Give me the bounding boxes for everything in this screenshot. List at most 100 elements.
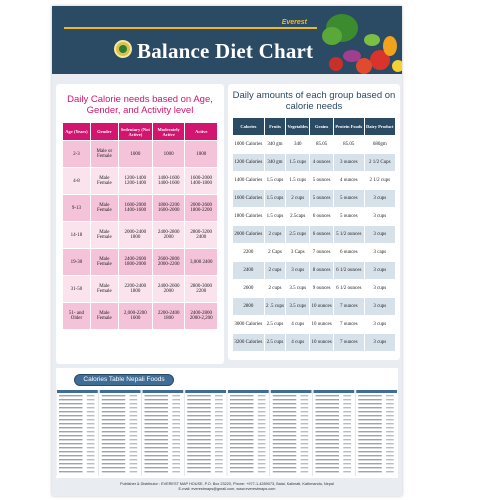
table-row: 31-50 Male Female 2200-2400 1800 2400-26… — [62, 275, 218, 303]
food-groups-table: Calories Fruits Vegetables Grains Protei… — [232, 117, 397, 352]
table-cell: 3 cups — [363, 225, 397, 244]
table-cell: 2400-2600 1800-2000 — [117, 248, 153, 276]
table-cell: 2 .5 cups — [263, 297, 287, 316]
column-header: Dairy Product — [363, 117, 397, 136]
table-cell: 4 ounces — [309, 153, 334, 172]
column-header: Active — [184, 122, 218, 141]
table-cell: 2400-2800 2000-2,200 — [184, 302, 218, 330]
table-cell: 2400 — [232, 261, 265, 280]
table-cell: 3 cups — [363, 189, 397, 208]
table-cell: 2.5 cups — [285, 225, 311, 244]
table-row: 1800 Calories 1.5 cups 2.5caps 6 ounces 5 ou… — [232, 207, 397, 226]
column-header: Fruits — [263, 117, 287, 136]
table-cell: 85.05 — [309, 135, 334, 154]
table-cell: 1800-2200 1600-2000 — [151, 194, 186, 222]
table-row: 2-3 Male or Female 1000 1000 1000 — [62, 140, 218, 168]
table-row: 1600 Calories 1.5 cups 2 cups 5 ounces 5 oun… — [232, 189, 397, 208]
calorie-needs-panel: Daily Calorie needs based on Age, Gender… — [56, 84, 224, 364]
food-groups-title: Daily amounts of each group based on cal… — [232, 90, 396, 112]
table-cell: 1.5 cups — [285, 171, 311, 190]
table-cell: 4 cups — [285, 333, 311, 352]
table-cell: 1000 Calories — [232, 135, 265, 154]
table-cell: 2400-2800 2000 — [151, 221, 186, 249]
table-row: 2200 2 Caps 3 Caps 7 ounces 6 ounces 3 caps — [232, 243, 397, 262]
table-cell: 6 1/2 ounces — [332, 279, 365, 298]
table-cell: 3 cups — [363, 207, 397, 226]
table-cell: 1.5 cups — [285, 153, 311, 172]
table-cell: 2 cups — [263, 225, 287, 244]
table-cell: Male Female — [89, 275, 119, 303]
table-cell: 2 Caps — [263, 243, 287, 262]
table-cell: 1.5 cups — [263, 207, 287, 226]
calories-table-section: Calories Table Nepali Foods — [56, 368, 398, 478]
table-cell: Male Female — [89, 194, 119, 222]
table-row: 2400 2 cups 3 cups 8 ounces 6 1/2 ounces 3 cu… — [232, 261, 397, 280]
header-divider — [64, 27, 317, 29]
table-cell: 2200-2400 1800 — [117, 275, 153, 303]
table-cell: 1600 Calories — [232, 189, 265, 208]
table-row: 3200 Calories 2.5 cups 4 cups 10 ounces 7 ou… — [232, 333, 397, 352]
table-header-row: Age (Years) Gender Sedentary (Not Active… — [62, 122, 218, 141]
table-cell: 1000 — [151, 140, 186, 168]
table-cell: 7 ounces — [332, 315, 365, 334]
table-cell: 3 cups — [363, 333, 397, 352]
calorie-needs-table: Age (Years) Gender Sedentary (Not Active… — [62, 122, 218, 330]
table-cell: 7 ounces — [309, 243, 334, 262]
table-row: 19-30 Male Female 2400-2600 1800-2000 26… — [62, 248, 218, 276]
table-cell: 1600-2000 1400-1600 — [117, 194, 153, 222]
table-cell: 2-3 — [62, 140, 91, 168]
table-cell: 5 ounces — [309, 171, 334, 190]
table-cell: 5 1/2 ounces — [332, 225, 365, 244]
calories-table-grid-icon — [56, 390, 397, 476]
table-cell: 2600-2800 2000-2200 — [151, 248, 186, 276]
table-cell: Male Female — [89, 302, 119, 330]
table-cell: 340 gm — [263, 135, 287, 154]
table-cell: 2000 Calories — [232, 225, 265, 244]
poster-title: Balance Diet Chart — [137, 39, 314, 63]
column-header: Moderately Active — [151, 122, 186, 141]
table-cell: 3 cups — [285, 261, 311, 280]
table-cell: 2 cups — [263, 279, 287, 298]
table-cell: 10 ounces — [309, 315, 334, 334]
table-cell: 2200-2400 1800 — [151, 302, 186, 330]
table-cell: 6 1/2 ounces — [332, 261, 365, 280]
table-cell: 2400-2600 2000 — [151, 275, 186, 303]
table-cell: 7 ounces — [332, 297, 365, 316]
calorie-needs-title: Daily Calorie needs based on Age, Gender… — [67, 94, 213, 116]
table-cell: 1400 Calories — [232, 171, 265, 190]
table-cell: 1800 Calories — [232, 207, 265, 226]
column-header: Grains — [309, 117, 334, 136]
table-cell: 85.05 — [332, 135, 365, 154]
table-cell: 10 ounces — [309, 333, 334, 352]
table-cell: 1000 — [184, 140, 218, 168]
footer-line: E-mail: everestmaps@gmail.com, www.evere… — [178, 487, 276, 491]
table-cell: 2.5 cups — [263, 315, 287, 334]
table-cell: 3 ounces — [332, 153, 365, 172]
table-cell: 1400-1600 1400-1600 — [151, 167, 186, 195]
table-cell: 10 ounces — [309, 297, 334, 316]
table-cell: 1200 Calories — [232, 153, 265, 172]
table-cell: 2800 — [232, 297, 265, 316]
table-cell: 3 caps — [363, 243, 397, 262]
table-cell: 9 ounces — [309, 279, 334, 298]
column-header: Sedentary (Not Active) — [117, 122, 153, 141]
table-row: 51- and Older Male Female 2,000-2200 160… — [62, 302, 218, 330]
table-cell: 3 cups — [363, 279, 397, 298]
table-cell: 4 cups — [285, 315, 311, 334]
brand-name: Everest — [281, 19, 307, 26]
column-header: Protein Foods — [332, 117, 365, 136]
table-cell: 2.5caps — [285, 207, 311, 226]
table-cell: 3 cups — [363, 315, 397, 334]
diet-chart-poster: Everest Balance Diet Chart Daily Calorie… — [52, 6, 402, 496]
table-cell: 3,000 2400 — [184, 248, 218, 276]
table-cell: 5 ounces — [309, 189, 334, 208]
table-row: 2800 2 .5 cups 3.5 cups 10 ounces 7 ounces 3 … — [232, 297, 397, 316]
table-cell: 6 ounces — [309, 207, 334, 226]
table-cell: 1000 — [117, 140, 153, 168]
table-cell: 4 ounces — [332, 171, 365, 190]
table-cell: 3000 Calories — [232, 315, 265, 334]
table-cell: Male Female — [89, 221, 119, 249]
column-header: Age (Years) — [62, 122, 91, 141]
table-cell: 5 ounces — [332, 189, 365, 208]
table-row: 1200 Calories 340 gm 1.5 cups 4 ounces 3 oun… — [232, 153, 397, 172]
